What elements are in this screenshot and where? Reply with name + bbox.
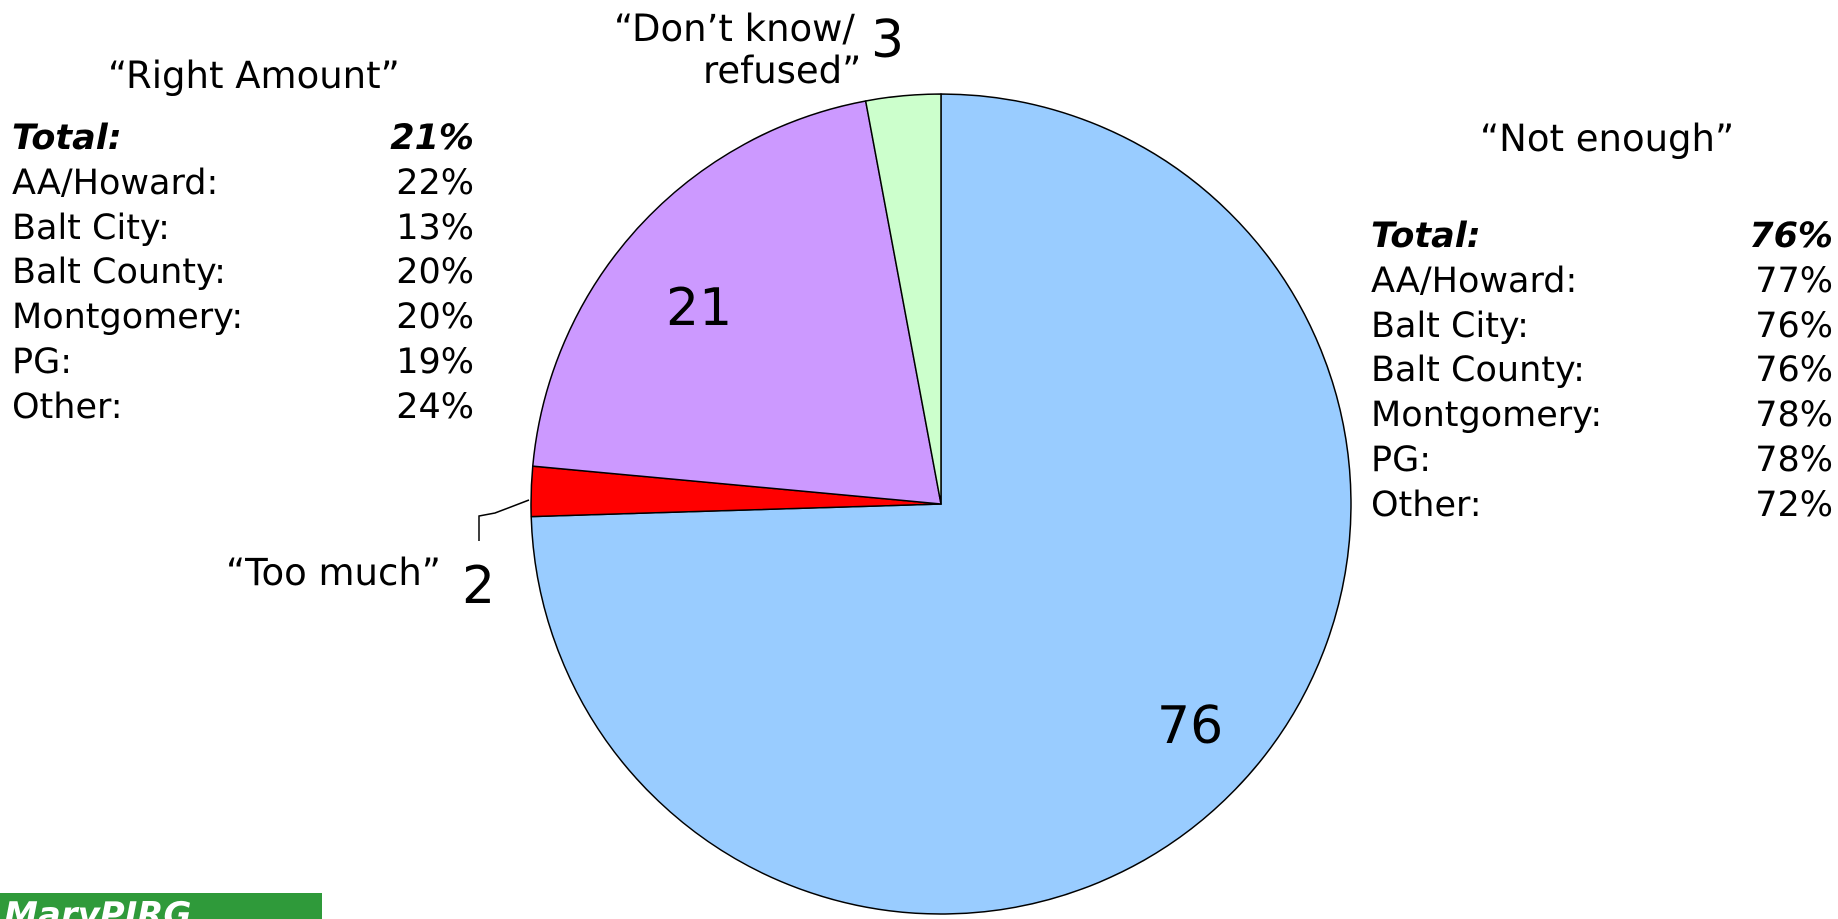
not-enough-stat-row: Total: 76% [1371,214,1833,259]
right-amount-stat-row-label: Montgomery: [12,297,244,338]
right-amount-stat-row: Total: 21% [12,116,474,161]
right-amount-stat-row-label: PG: [12,341,73,382]
not-enough-stat-row-value: 77% [1755,260,1833,301]
right-amount-stat-row-value: 20% [396,297,474,338]
pie-slices [530,93,1352,915]
marypirg-logo: MaryPIRG [0,893,322,919]
not-enough-stat-row-value: 76% [1755,350,1833,391]
not-enough-stat-row-label: Montgomery: [1371,395,1603,436]
right-amount-stat-row-value: 22% [396,162,474,203]
logo-wordmark: MaryPIRG [4,895,192,919]
too-much-leader-line [478,499,530,541]
not-enough-stat-row: PG: 78% [1371,438,1833,483]
not-enough-label: “Not enough” [1480,117,1735,160]
too-much-label: “Too much” [226,551,441,594]
not-enough-stat-row: Other: 72% [1371,483,1833,528]
not-enough-stat-row-value: 78% [1755,395,1833,436]
right-amount-stat-row-value: 19% [396,341,474,382]
right-amount-stat-row: PG: 19% [12,340,474,385]
not-enough-stat-row-value: 76% [1755,305,1833,346]
not-enough-stat-row-label: PG: [1371,439,1432,480]
right-amount-stat-row-value: 24% [396,386,474,427]
right-amount-label: “Right Amount” [108,54,400,97]
right-amount-stat-row-value: 13% [396,207,474,248]
not-enough-stat-row-label: Balt City: [1371,305,1529,346]
dont-know-label-line1: “Don’t know/ [614,7,855,50]
right-amount-breakdown: Total: 21% AA/Howard: 22% Balt City: 13% Balt … [12,116,474,430]
right-amount-stat-row-label: Total: [12,118,122,158]
pie-slice-21 [531,100,942,505]
right-amount-stat-row-value: 20% [396,252,474,293]
right-amount-stat-row: AA/Howard: 22% [12,161,474,206]
not-enough-stat-row: Balt County: 76% [1371,348,1833,393]
right-amount-stat-row: Other: 24% [12,385,474,430]
right-amount-stat-row: Montgomery: 20% [12,295,474,340]
dont-know-label-line2: refused” [703,49,862,92]
not-enough-stat-row-label: AA/Howard: [1371,260,1578,301]
slice-value-label-21: 21 [666,278,733,338]
not-enough-stat-row-label: Other: [1371,484,1482,525]
right-amount-stat-row-label: Other: [12,386,123,427]
not-enough-stat-row: AA/Howard: 77% [1371,259,1833,304]
not-enough-breakdown: Total: 76% AA/Howard: 77% Balt City: 76% Balt … [1371,214,1833,528]
slice-value-label-2: 2 [462,556,496,616]
right-amount-stat-row: Balt County: 20% [12,250,474,295]
slice-value-label-76: 76 [1157,696,1224,756]
slice-value-label-3: 3 [871,10,905,70]
right-amount-stat-row-label: AA/Howard: [12,162,219,203]
not-enough-stat-row-value: 72% [1755,484,1833,525]
right-amount-stat-row-label: Balt County: [12,252,226,293]
not-enough-stat-row-label: Balt County: [1371,350,1585,391]
not-enough-stat-row-label: Total: [1371,216,1481,256]
not-enough-stat-row: Montgomery: 78% [1371,393,1833,438]
right-amount-stat-row-label: Balt City: [12,207,170,248]
not-enough-stat-row: Balt City: 76% [1371,304,1833,349]
not-enough-stat-row-value: 78% [1755,439,1833,480]
right-amount-stat-row: Balt City: 13% [12,206,474,251]
not-enough-stat-row-value: 76% [1749,216,1833,256]
pie-slice-3 [864,93,942,505]
right-amount-stat-row-value: 21% [390,118,474,158]
